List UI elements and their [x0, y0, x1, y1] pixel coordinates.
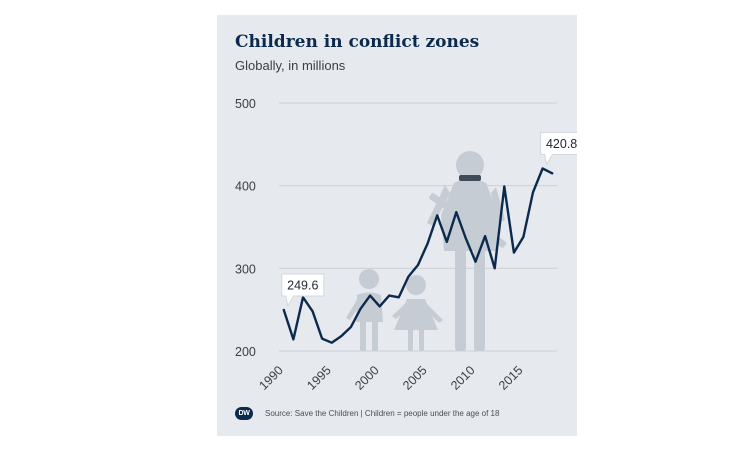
callout-label: 249.6 — [287, 278, 318, 292]
y-tick-labels: 200 300 400 500 — [235, 97, 256, 359]
chart-card: Children in conflict zones Globally, in … — [217, 15, 577, 436]
value-callout: 420.8 — [540, 131, 577, 166]
callout-label: 420.8 — [546, 137, 577, 151]
value-callouts: 249.6 420.8 — [281, 131, 577, 308]
x-tick-label: 1995 — [304, 363, 334, 393]
value-callout: 249.6 — [281, 273, 325, 308]
x-tick-label: 2015 — [496, 363, 526, 393]
footer: DW Source: Save the Children | Children … — [235, 407, 499, 420]
x-tick-label: 1990 — [256, 363, 286, 393]
x-tick-labels: 1990 1995 2000 2005 2010 2015 — [256, 363, 525, 393]
source-note: Source: Save the Children | Children = p… — [265, 409, 500, 418]
series-line — [282, 167, 554, 344]
x-tick-label: 2005 — [400, 363, 430, 393]
y-tick-label: 500 — [235, 97, 256, 111]
x-tick-label: 2010 — [448, 363, 478, 393]
x-tick-label: 2000 — [352, 363, 382, 393]
chart-subtitle: Globally, in millions — [235, 58, 346, 73]
gridlines — [279, 102, 557, 352]
chart-title: Children in conflict zones — [235, 32, 480, 52]
girl-child-figure — [392, 275, 443, 351]
y-tick-label: 300 — [235, 262, 256, 276]
line-chart: 200 300 400 500 1990 1995 2000 2005 2010 2015 — [235, 97, 577, 393]
small-child-figure — [346, 269, 383, 351]
y-tick-label: 400 — [235, 180, 256, 194]
y-tick-label: 200 — [235, 345, 256, 359]
dw-logo: DW — [235, 407, 253, 420]
children-soldier-illustration — [346, 151, 507, 351]
